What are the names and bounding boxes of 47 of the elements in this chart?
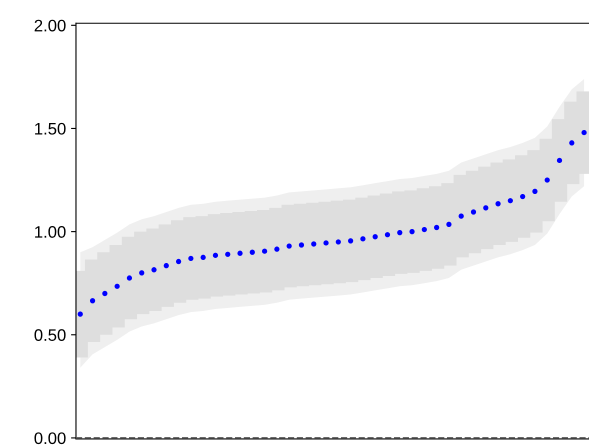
point [360,236,366,242]
point [569,140,574,146]
y-tick-label: 1.00 [35,226,66,238]
point [384,232,390,238]
point [532,188,538,194]
point [102,290,108,296]
point [262,248,268,254]
point [126,275,132,281]
point [323,240,329,246]
point [470,209,476,215]
point [422,226,427,232]
point [274,246,280,252]
point [556,158,562,164]
point [176,258,182,264]
point [409,229,415,234]
y-tick-label: 0.50 [34,329,66,341]
point [151,267,157,272]
point [397,230,402,236]
point [250,250,255,255]
point [520,194,526,200]
point [581,130,587,136]
point [372,234,378,240]
y-tick-label: 2.00 [34,20,66,32]
point [544,177,550,183]
point [200,254,206,260]
y-tick-label: 0.00 [34,432,66,444]
point [434,224,440,230]
point [311,241,316,247]
point [298,242,304,248]
point [78,312,83,317]
point [458,214,464,219]
point [508,198,513,204]
point [336,239,341,245]
point [446,222,452,227]
point [483,205,488,210]
y-tick-label: 1.50 [35,122,66,135]
point [188,256,194,262]
point [90,298,96,304]
point [286,243,292,249]
point [164,263,169,268]
point [495,201,501,206]
point [348,238,354,244]
point [212,252,218,258]
point [139,270,144,276]
point [114,284,120,289]
point [225,252,230,257]
point [237,250,243,256]
